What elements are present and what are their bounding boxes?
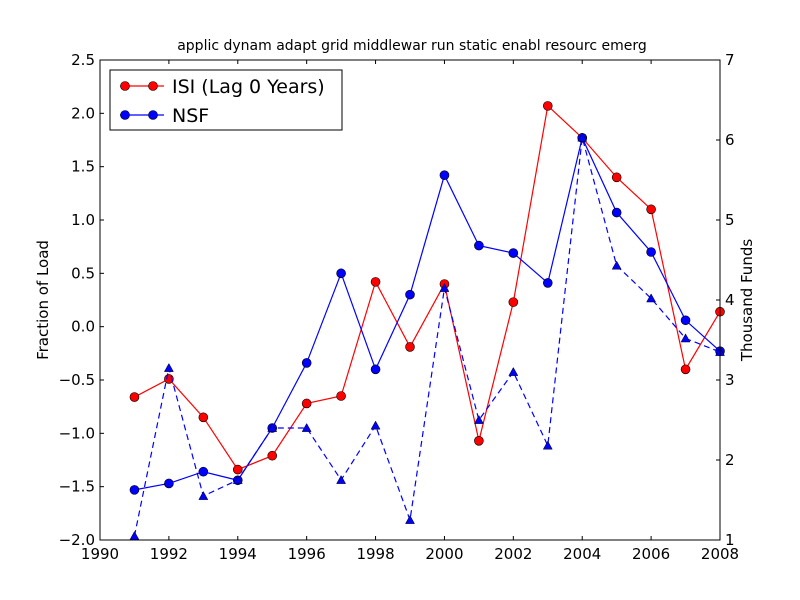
data-point (405, 342, 415, 352)
legend-label: NSF (172, 105, 209, 127)
data-point (646, 247, 656, 257)
data-point (680, 364, 691, 375)
x-tick-label: 2004 (563, 545, 601, 563)
data-point (611, 207, 622, 218)
x-tick-label: 1998 (356, 545, 394, 563)
data-point-triangle (370, 420, 381, 430)
data-point (129, 485, 140, 495)
data-point (405, 289, 415, 300)
data-point-triangle (232, 474, 243, 484)
data-point (232, 464, 243, 475)
y-axis-label: Fraction of Load (34, 240, 52, 360)
data-point-triangle (198, 490, 209, 500)
x-tick-label: 1994 (219, 545, 257, 563)
data-point-triangle (611, 260, 622, 270)
y-tick-label: −1.0 (59, 424, 95, 442)
data-point-triangle (405, 514, 415, 524)
series-line-thousand-funds (133, 137, 721, 537)
y-tick-label: 1.5 (71, 158, 95, 176)
data-point (370, 277, 381, 287)
data-point (267, 450, 278, 461)
data-point-triangle (439, 282, 450, 292)
data-point (336, 391, 346, 401)
y2-tick-label: 2 (725, 451, 735, 469)
legend-box (109, 69, 343, 131)
legend-marker (148, 110, 158, 120)
data-point-triangle (542, 440, 553, 450)
data-point (474, 240, 484, 251)
x-tick-label: 2002 (494, 545, 532, 563)
series-thousand-funds (129, 132, 725, 540)
data-point (336, 268, 346, 279)
y-tick-label: 2.0 (71, 104, 95, 122)
data-point (646, 204, 656, 215)
x-tick-label: 2000 (425, 545, 463, 563)
data-point (198, 412, 209, 423)
data-point (611, 172, 622, 183)
legend: ISI (Lag 0 Years) NSF (109, 69, 343, 131)
data-point (370, 364, 381, 375)
x-tick-label: 1992 (150, 545, 188, 563)
x-tick-label: 2006 (632, 545, 670, 563)
plot-area (100, 60, 720, 540)
y-tick-label: 1.0 (71, 211, 95, 229)
data-point (301, 398, 312, 409)
legend-marker (120, 110, 130, 120)
data-point-triangle (267, 422, 278, 432)
data-point (508, 297, 519, 307)
series-isi-lag-0-years (129, 101, 725, 475)
data-point (439, 170, 450, 180)
data-point (129, 392, 140, 402)
data-point-triangle (473, 414, 484, 424)
y2-tick-label: 3 (725, 371, 735, 389)
chart-title: applic dynam adapt grid middlewar run st… (177, 38, 647, 54)
data-point-triangle (508, 366, 519, 376)
y-tick-label: −0.5 (59, 371, 95, 389)
data-point-triangle (680, 333, 691, 343)
data-point-triangle (163, 362, 174, 372)
series-line-isi-lag-0-years (134, 104, 721, 471)
series-line-nsf (134, 136, 721, 491)
legend-label: ISI (Lag 0 Years) (172, 76, 325, 98)
data-point-triangle (301, 422, 312, 432)
y2-tick-label: 6 (725, 131, 735, 149)
data-point-triangle (336, 474, 347, 484)
y-tick-label: −2.0 (59, 531, 95, 549)
y-tick-label: 0.5 (71, 264, 95, 282)
data-point (680, 315, 691, 326)
x-tick-label: 1990 (81, 545, 119, 563)
x-tick-label: 1996 (288, 545, 326, 563)
x-tick-label: 2008 (701, 545, 739, 563)
data-point (508, 248, 519, 258)
y2-tick-label: 7 (725, 51, 735, 69)
series-layer (129, 101, 725, 540)
data-point (542, 101, 553, 111)
data-point (164, 478, 174, 489)
legend-marker (120, 81, 130, 91)
y-tick-label: −1.5 (59, 478, 95, 496)
data-point (474, 435, 484, 446)
data-point (301, 358, 312, 368)
y2-axis-label: Thousand Funds (738, 239, 756, 362)
legend-marker (148, 81, 158, 91)
y2-tick-label: 5 (725, 211, 735, 229)
y-tick-label: 0.0 (71, 318, 95, 336)
y2-tick-label: 4 (725, 291, 735, 309)
data-point (542, 278, 553, 288)
y2-tick-label: 1 (725, 531, 735, 549)
y-tick-label: 2.5 (71, 51, 95, 69)
ticks-layer: 1990 1992 1994 1996 1998 2000 2002 2004 2006 2008… (59, 51, 740, 563)
data-point-triangle (577, 132, 588, 142)
data-point-triangle (646, 293, 657, 303)
plot-frame (99, 59, 721, 541)
data-point (198, 466, 209, 477)
